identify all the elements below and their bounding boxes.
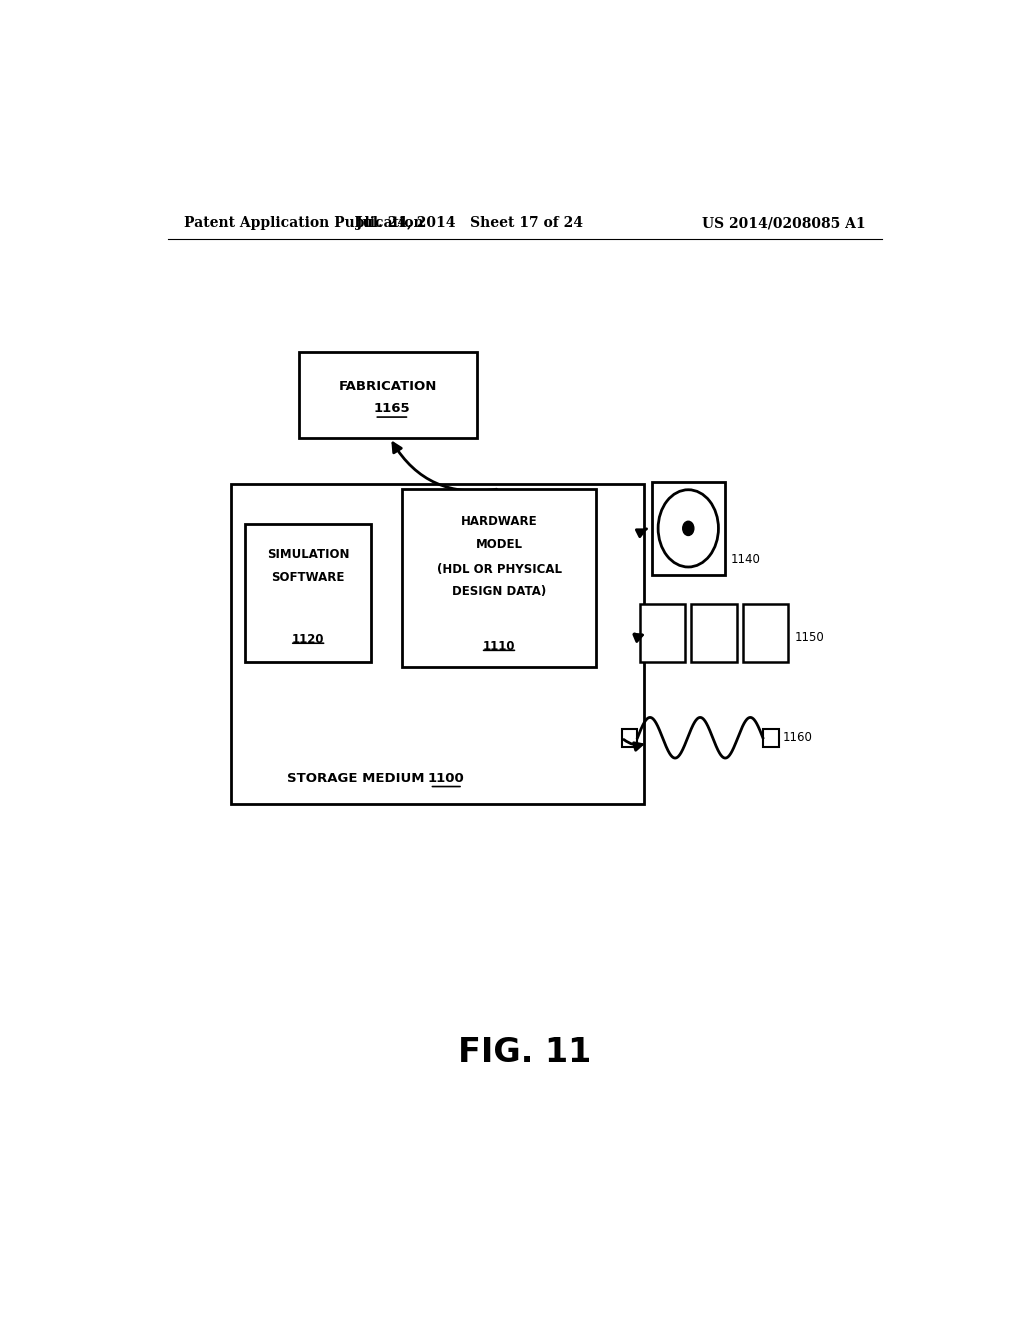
- FancyArrowPatch shape: [624, 739, 642, 750]
- FancyArrowPatch shape: [393, 444, 497, 491]
- FancyBboxPatch shape: [691, 603, 736, 661]
- Text: MODEL: MODEL: [475, 537, 522, 550]
- Text: SIMULATION: SIMULATION: [267, 548, 349, 561]
- Text: Jul. 24, 2014   Sheet 17 of 24: Jul. 24, 2014 Sheet 17 of 24: [355, 216, 583, 231]
- Text: FABRICATION: FABRICATION: [339, 380, 437, 393]
- Text: 1160: 1160: [782, 731, 813, 744]
- Text: Patent Application Publication: Patent Application Publication: [183, 216, 423, 231]
- FancyBboxPatch shape: [640, 603, 685, 661]
- FancyBboxPatch shape: [763, 729, 779, 747]
- Text: FIG. 11: FIG. 11: [458, 1036, 592, 1069]
- Text: DESIGN DATA): DESIGN DATA): [452, 585, 546, 598]
- Text: 1150: 1150: [795, 631, 824, 644]
- FancyArrowPatch shape: [636, 529, 647, 537]
- FancyBboxPatch shape: [622, 729, 638, 747]
- FancyBboxPatch shape: [652, 482, 725, 576]
- Text: 1140: 1140: [731, 553, 761, 566]
- FancyBboxPatch shape: [743, 603, 788, 661]
- Text: (HDL OR PHYSICAL: (HDL OR PHYSICAL: [436, 562, 561, 576]
- Text: 1165: 1165: [374, 403, 411, 416]
- FancyArrowPatch shape: [634, 634, 642, 642]
- Text: 1120: 1120: [292, 634, 325, 645]
- Text: HARDWARE: HARDWARE: [461, 515, 538, 528]
- Circle shape: [683, 521, 694, 536]
- FancyBboxPatch shape: [401, 488, 596, 667]
- Text: STORAGE MEDIUM: STORAGE MEDIUM: [287, 772, 424, 785]
- Text: SOFTWARE: SOFTWARE: [271, 572, 345, 583]
- FancyBboxPatch shape: [231, 483, 644, 804]
- FancyBboxPatch shape: [299, 351, 477, 438]
- FancyBboxPatch shape: [246, 524, 371, 661]
- Text: 1110: 1110: [482, 640, 515, 653]
- Text: US 2014/0208085 A1: US 2014/0208085 A1: [702, 216, 866, 231]
- Text: 1100: 1100: [428, 772, 465, 785]
